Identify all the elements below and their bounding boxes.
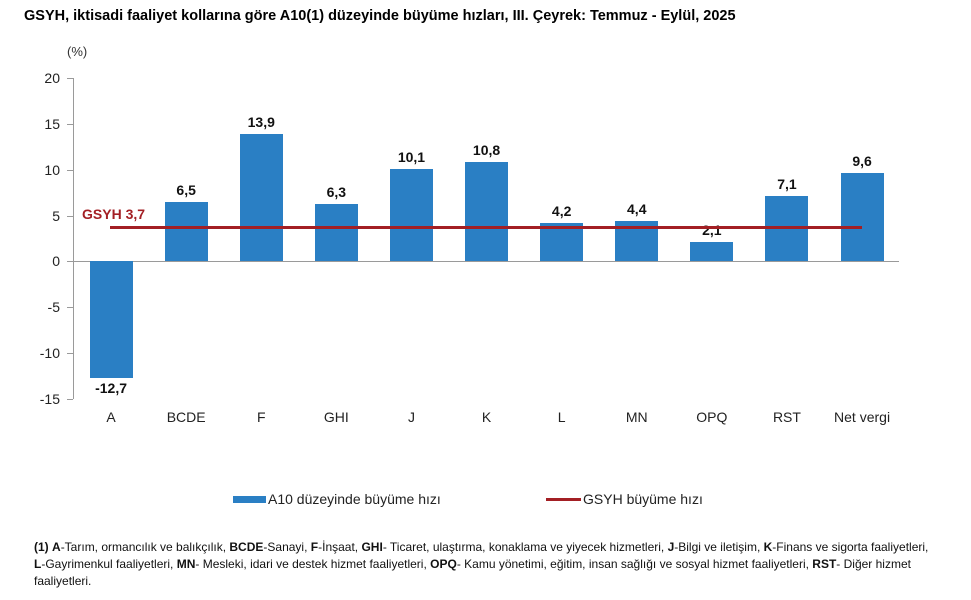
footnote-description: - Mesleki, idari ve destek hizmet faaliy…	[195, 557, 431, 571]
bar-value-label: 10,8	[472, 142, 501, 159]
y-axis-line	[73, 78, 74, 399]
legend-item-bar: A10 düzeyinde büyüme hızı	[233, 491, 441, 507]
y-tick-mark	[67, 353, 73, 355]
x-category-label: A	[106, 409, 116, 425]
footnote-code: A	[52, 540, 61, 554]
y-tick-mark	[67, 215, 73, 217]
y-tick-label: 20	[44, 70, 60, 86]
bar-opq	[690, 242, 734, 262]
bar-chart: (%) 20 15 10 5 0 -5 -10 -15 -12,7 A 6,5 BCDE 13,9 F 6…	[39, 44, 900, 425]
footnote-code: L	[34, 557, 42, 571]
bar-value-label: 6,3	[326, 183, 347, 200]
footnote: (1) A-Tarım, ormancılık ve balıkçılık, B…	[34, 539, 939, 590]
bar-net-vergi	[840, 173, 884, 262]
bar-value-label: 10,1	[397, 148, 426, 165]
y-tick-label: 5	[52, 207, 60, 224]
footnote-description: - Diğer hizmet faaliyetleri.	[34, 557, 911, 588]
x-category-label: BCDE	[166, 409, 206, 425]
x-category-label: L	[557, 409, 566, 425]
y-tick-mark	[67, 123, 73, 125]
bar-value-label: 4,4	[627, 201, 647, 218]
x-category-label: K	[481, 409, 492, 425]
x-category-label: Net vergi	[834, 409, 891, 425]
footnote-code: J	[667, 540, 675, 554]
bar-value-label: 2,1	[702, 222, 722, 239]
footnote-description: -Bilgi ve iletişim,	[674, 540, 764, 554]
footnote-description: - Kamu yönetimi, eğitim, insan sağlığı v…	[456, 557, 813, 571]
bar-value-label: 9,6	[852, 153, 872, 170]
x-category-label: GHI	[323, 409, 349, 425]
x-category-label: RST	[772, 409, 801, 425]
footnote-description: -Sanayi,	[263, 540, 311, 554]
y-tick-label: 10	[44, 161, 60, 178]
footnote-code: BCDE	[229, 540, 264, 554]
x-category-label: MN	[625, 409, 648, 425]
y-tick-label: -5	[47, 299, 60, 316]
y-axis-unit: (%)	[67, 44, 88, 59]
bar-a	[89, 261, 133, 378]
legend-bar-label: A10 düzeyinde büyüme hızı	[268, 491, 441, 507]
legend-item-line: GSYH büyüme hızı	[546, 491, 703, 507]
gsyh-reference-line	[110, 225, 862, 229]
y-tick-mark	[67, 78, 73, 79]
legend-line-label: GSYH büyüme hızı	[583, 491, 703, 507]
footnote-description: - Ticaret, ulaştırma, konaklama ve yiyec…	[382, 540, 668, 554]
y-tick-mark	[67, 399, 73, 400]
footnote-code: K	[763, 540, 773, 554]
x-category-label: OPQ	[696, 409, 728, 425]
footnote-code: MN	[176, 557, 196, 571]
footnote-description: -Tarım, ormancılık ve balıkçılık,	[60, 540, 230, 554]
footnote-code: F	[310, 540, 319, 554]
footnote-description: -İnşaat,	[318, 540, 362, 554]
footnote-code: OPQ	[430, 557, 457, 571]
bar-value-label: 4,2	[551, 202, 572, 219]
bar-bcde	[164, 201, 208, 262]
bar-value-label: -12,7	[95, 379, 127, 396]
bar-k	[465, 162, 509, 262]
footnote-code: GHI	[361, 540, 383, 554]
legend-bar-swatch	[233, 495, 266, 503]
bar-value-label: 6,5	[176, 181, 196, 198]
gsyh-annotation: GSYH 3,7	[82, 206, 146, 222]
y-tick-label: 0	[52, 253, 60, 270]
y-tick-mark	[67, 261, 73, 263]
chart-title: GSYH, iktisadi faaliyet kollarına göre A…	[24, 8, 736, 24]
legend-line-swatch	[546, 497, 581, 501]
y-tick-label: -10	[39, 345, 60, 362]
y-tick-label: -15	[39, 391, 60, 407]
bar-l	[540, 222, 584, 262]
footnote-code: RST	[812, 557, 837, 571]
y-tick-mark	[67, 169, 73, 171]
footnote-description: -Finans ve sigorta faaliyetleri,	[772, 540, 929, 554]
x-axis-line	[73, 260, 900, 263]
bar-value-label: 13,9	[247, 113, 275, 130]
y-tick-label: 15	[44, 115, 60, 132]
bar-value-label: 7,1	[777, 176, 797, 193]
bar-f	[239, 133, 283, 262]
x-category-label: J	[407, 409, 415, 425]
footnote-number: (1)	[34, 540, 49, 554]
y-tick-mark	[67, 307, 73, 309]
footnote-description: -Gayrimenkul faaliyetleri,	[41, 557, 177, 571]
bar-j	[389, 168, 433, 262]
x-category-label: F	[256, 409, 266, 425]
bar-ghi	[314, 203, 358, 262]
